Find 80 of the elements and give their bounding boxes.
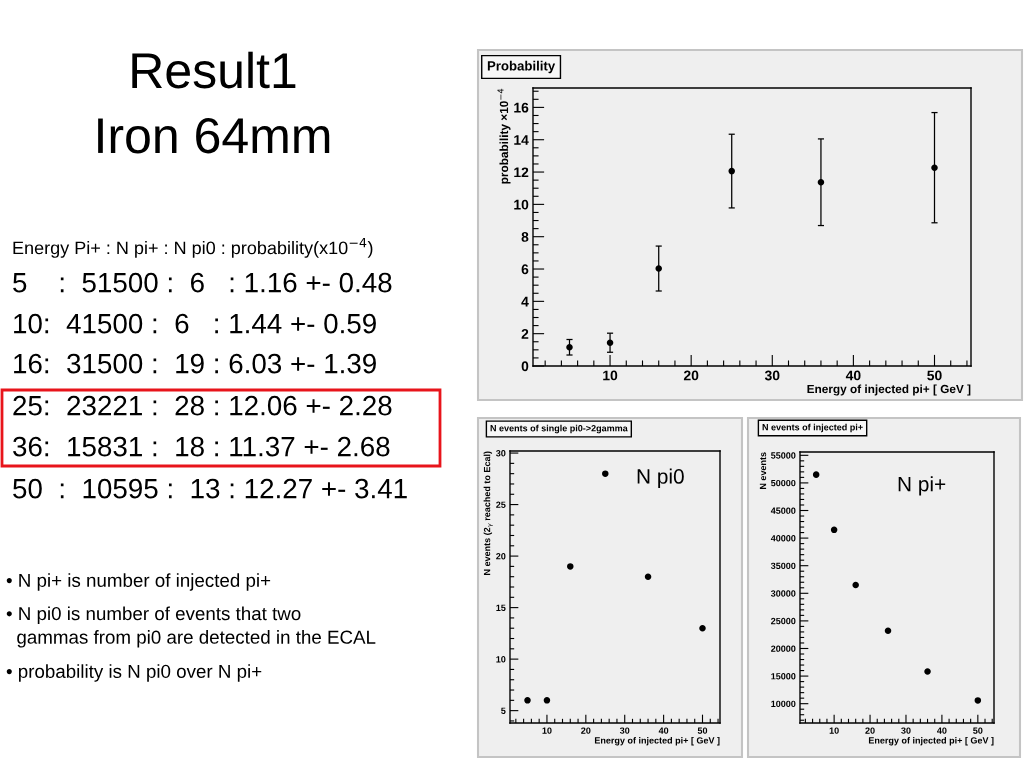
y-tick-label: 55000 xyxy=(771,452,796,459)
y-tick-label: 30 xyxy=(496,450,506,457)
x-tick-label: 20 xyxy=(581,727,591,734)
point xyxy=(524,697,531,704)
point xyxy=(567,563,574,570)
x-tick-label: 50 xyxy=(697,727,708,734)
y-tick-label: 0 xyxy=(521,361,529,372)
y-tick-label: 16 xyxy=(514,102,529,113)
y-tick-label: 25000 xyxy=(771,617,796,625)
point xyxy=(644,573,652,580)
text: 36: 15831 : 18 : 11.37 +- 2.68 xyxy=(13,436,390,457)
y-tick-label: 8 xyxy=(521,232,529,242)
text: 16: 31500 : 19 : 6.03 +- 1.39 xyxy=(14,353,376,374)
point xyxy=(566,343,573,351)
y-tick-label: 30000 xyxy=(770,590,796,597)
y-tick-label: 15000 xyxy=(771,673,796,680)
y-tick-label: 40000 xyxy=(770,535,796,542)
y-axis-title: N events (2$_{γ}$ reached to Ecal) xyxy=(483,451,493,575)
x-tick-label: 40 xyxy=(845,370,861,381)
y-tick-label: 10 xyxy=(514,199,529,210)
x-tick-label: 10 xyxy=(603,370,618,381)
point xyxy=(543,697,551,704)
text: 25: 23221 : 28 : 12.06 +- 2.28 xyxy=(13,395,392,416)
y-tick-label: 4 xyxy=(521,296,529,307)
y-tick-label: 10 xyxy=(496,656,506,663)
text: • probability is N pi0 over N pi+ xyxy=(6,664,262,682)
x-tick-label: 50 xyxy=(973,727,983,734)
point xyxy=(924,668,931,675)
y-tick-label: 2 xyxy=(521,329,529,339)
point xyxy=(602,470,609,477)
y-tick-label: 20 xyxy=(496,553,506,560)
x-tick-label: 10 xyxy=(542,727,552,734)
point xyxy=(655,265,662,272)
x-tick-label: 40 xyxy=(937,727,947,734)
point xyxy=(728,167,735,175)
chart-title: Probability xyxy=(487,60,556,74)
point xyxy=(817,178,825,186)
point xyxy=(852,581,859,589)
chart-title: N events of injected pi+ xyxy=(762,423,863,433)
y-tick-label: 50000 xyxy=(771,479,796,487)
y-tick-label: 35000 xyxy=(770,562,796,570)
series-label: N pi0 xyxy=(637,468,684,488)
y-tick-label: 20000 xyxy=(771,645,796,652)
y-tick-label: 45000 xyxy=(770,507,796,514)
point xyxy=(830,526,838,534)
text: Result1 xyxy=(132,51,296,89)
point xyxy=(606,339,614,346)
x-tick-label: 50 xyxy=(927,370,942,381)
point xyxy=(812,471,820,478)
x-tick-label: 20 xyxy=(683,370,699,381)
point xyxy=(931,164,938,171)
x-tick-label: 10 xyxy=(829,727,839,734)
text: 5 : 51500 : 6 : 1.16 +- 0.48 xyxy=(13,272,392,293)
text: • N pi0 is number of events that two gammas from pi0 are detected in the ECAL xyxy=(6,606,376,648)
x-axis-title: Energy of injected pi+ [ GeV ] xyxy=(868,736,994,746)
y-axis-title: probability ×10$^{−4}$ xyxy=(497,88,511,184)
text: N pi+ xyxy=(898,476,946,496)
y-tick-label: 15 xyxy=(496,604,506,611)
y-tick-label: 10000 xyxy=(771,700,796,708)
text: 50 : 10595 : 13 : 12.27 +- 3.41 xyxy=(13,478,407,499)
y-tick-label: 5 xyxy=(501,707,506,714)
point xyxy=(699,624,706,632)
point xyxy=(974,697,982,704)
y-tick-label: 6 xyxy=(521,264,529,275)
x-tick-label: 20 xyxy=(865,727,875,734)
text: • N pi+ is number of injected pi+ xyxy=(6,573,271,591)
point xyxy=(884,627,892,634)
text: 10: 41500 : 6 : 1.44 +- 0.59 xyxy=(14,313,376,334)
x-tick-label: 30 xyxy=(901,727,911,734)
text: Iron 64mm xyxy=(98,118,330,154)
y-axis-title: N events xyxy=(759,452,767,490)
chart-title: N events of single pi0->2gamma xyxy=(490,424,628,434)
x-axis-title: Energy of injected pi+ [ GeV ] xyxy=(807,384,971,396)
x-axis-title: Energy of injected pi+ [ GeV ] xyxy=(594,736,720,746)
text: Energy Pi+ : N pi+ : N pi0 : probability(x10$^{−4}$) xyxy=(13,237,373,258)
x-tick-label: 40 xyxy=(658,727,669,734)
x-tick-label: 30 xyxy=(619,727,630,734)
y-tick-label: 25 xyxy=(496,501,506,508)
y-tick-label: 14 xyxy=(514,135,529,145)
y-tick-label: 12 xyxy=(514,167,529,178)
